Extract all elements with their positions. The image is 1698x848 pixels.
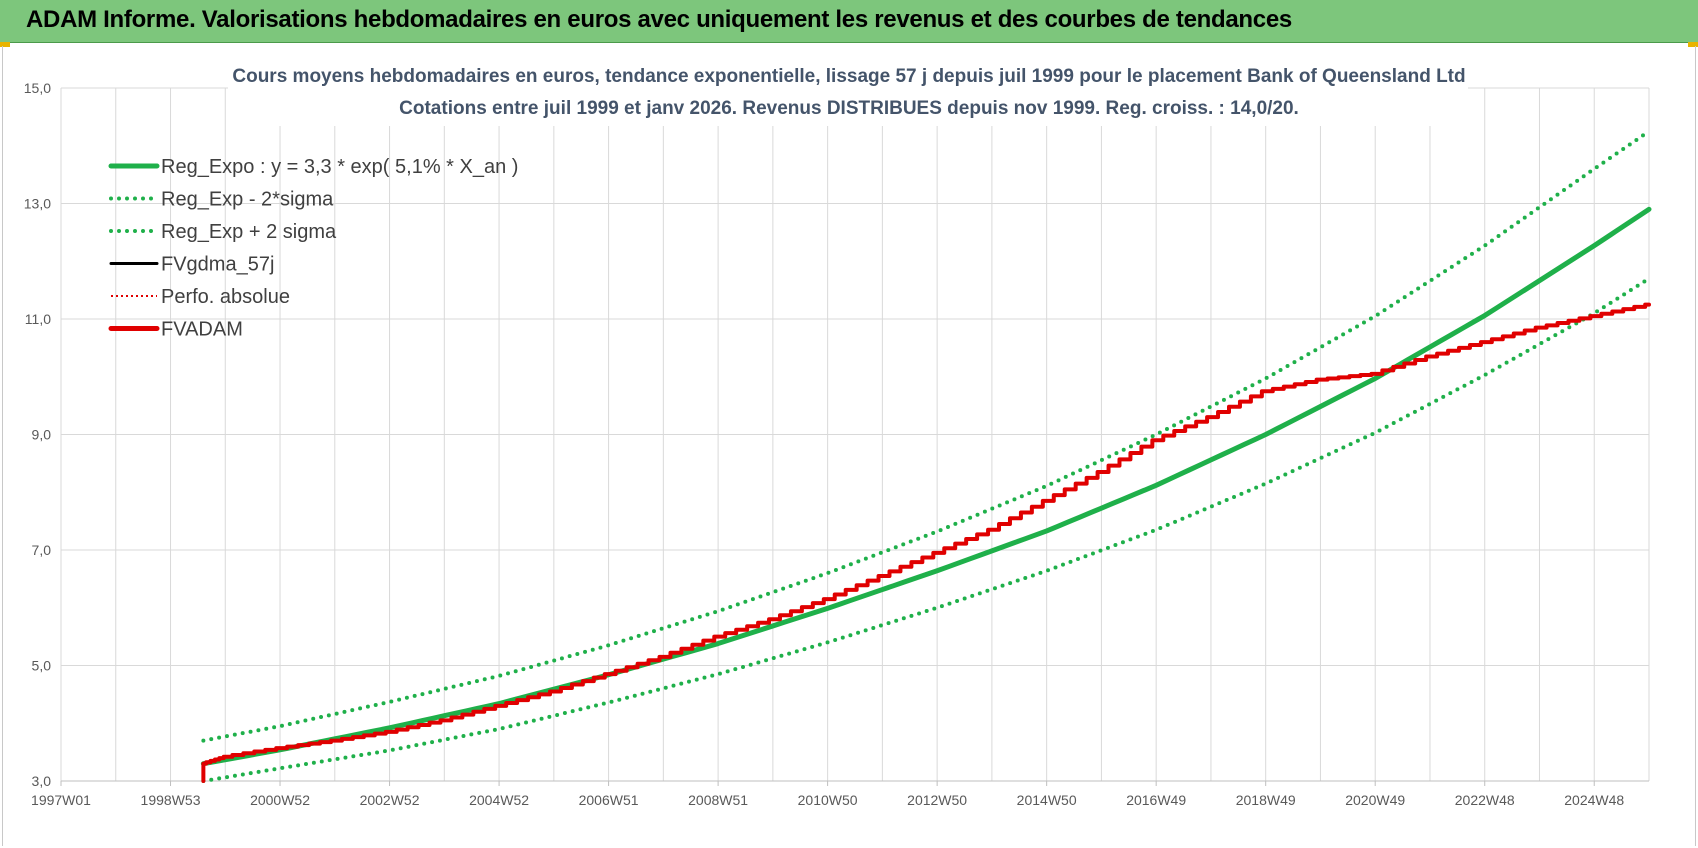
series-perfo-absolue-line	[202, 303, 1650, 782]
legend-label: FVADAM	[161, 319, 243, 341]
chart-title-background	[228, 58, 1468, 126]
x-tick-label: 2016W49	[1126, 792, 1186, 808]
legend-label: FVgdma_57j	[161, 254, 274, 276]
x-tick-label: 2014W50	[1017, 792, 1077, 808]
x-tick-label: 2008W51	[688, 792, 748, 808]
y-tick-label: 13,0	[24, 196, 51, 212]
y-tick-label: 15,0	[24, 80, 51, 96]
y-tick-label: 5,0	[32, 658, 52, 674]
series-fvgdma-line	[202, 303, 1650, 782]
x-tick-label: 2004W52	[469, 792, 529, 808]
series-reg-exp-minus-line	[201, 276, 1651, 783]
x-tick-label: 1998W53	[141, 792, 201, 808]
axes: 3,0 5,0 7,0 9,0 11,0 13,0 15,0 1997W01 1998W53 20…	[24, 80, 1649, 808]
x-tick-label: 2012W50	[907, 792, 967, 808]
x-tick-label: 2006W51	[579, 792, 639, 808]
chart-frame: Cours moyens hebdomadaires en euros, ten…	[2, 46, 1696, 846]
chart-title-block: Cours moyens hebdomadaires en euros, ten…	[228, 58, 1468, 126]
legend: Reg_Expo : y = 3,3 * exp( 5,1% * X_an ) R…	[108, 156, 518, 341]
report-title: ADAM Informe. Valorisations hebdomadaire…	[26, 6, 1292, 33]
chart-area: Cours moyens hebdomadaires en euros, ten…	[24, 58, 1652, 808]
legend-label: Perfo. absolue	[161, 286, 290, 308]
x-tick-label: 2024W48	[1564, 792, 1624, 808]
legend-label: Reg_Exp + 2 sigma	[161, 221, 337, 243]
grid-lines	[60, 87, 1650, 782]
series-reg-exp-plus-line	[201, 129, 1651, 743]
x-tick-label: 2010W50	[798, 792, 858, 808]
y-tick-label: 11,0	[25, 311, 51, 327]
legend-label: Reg_Exp - 2*sigma	[161, 189, 334, 211]
report-header: ADAM Informe. Valorisations hebdomadaire…	[0, 0, 1698, 43]
y-tick-label: 9,0	[32, 427, 52, 443]
y-tick-label: 3,0	[32, 773, 52, 789]
x-tick-label: 2018W49	[1236, 792, 1296, 808]
x-tick-label: 2002W52	[360, 792, 420, 808]
chart-subtitle: Cotations entre juil 1999 et janv 2026. …	[399, 98, 1299, 119]
series-lines	[200, 129, 1652, 783]
corner-marker-right	[1688, 42, 1698, 47]
x-tick-label: 2020W49	[1345, 792, 1405, 808]
x-tick-label: 1997W01	[31, 792, 91, 808]
corner-marker-left	[0, 42, 10, 47]
x-tick-label: 2022W48	[1455, 792, 1515, 808]
legend-label: Reg_Expo : y = 3,3 * exp( 5,1% * X_an )	[161, 156, 518, 178]
series-reg-expo-line	[200, 206, 1652, 767]
x-tick-label: 2000W52	[250, 792, 310, 808]
chart-title: Cours moyens hebdomadaires en euros, ten…	[232, 66, 1465, 87]
series-fvadam-line	[201, 302, 1651, 783]
y-tick-label: 7,0	[32, 542, 52, 558]
